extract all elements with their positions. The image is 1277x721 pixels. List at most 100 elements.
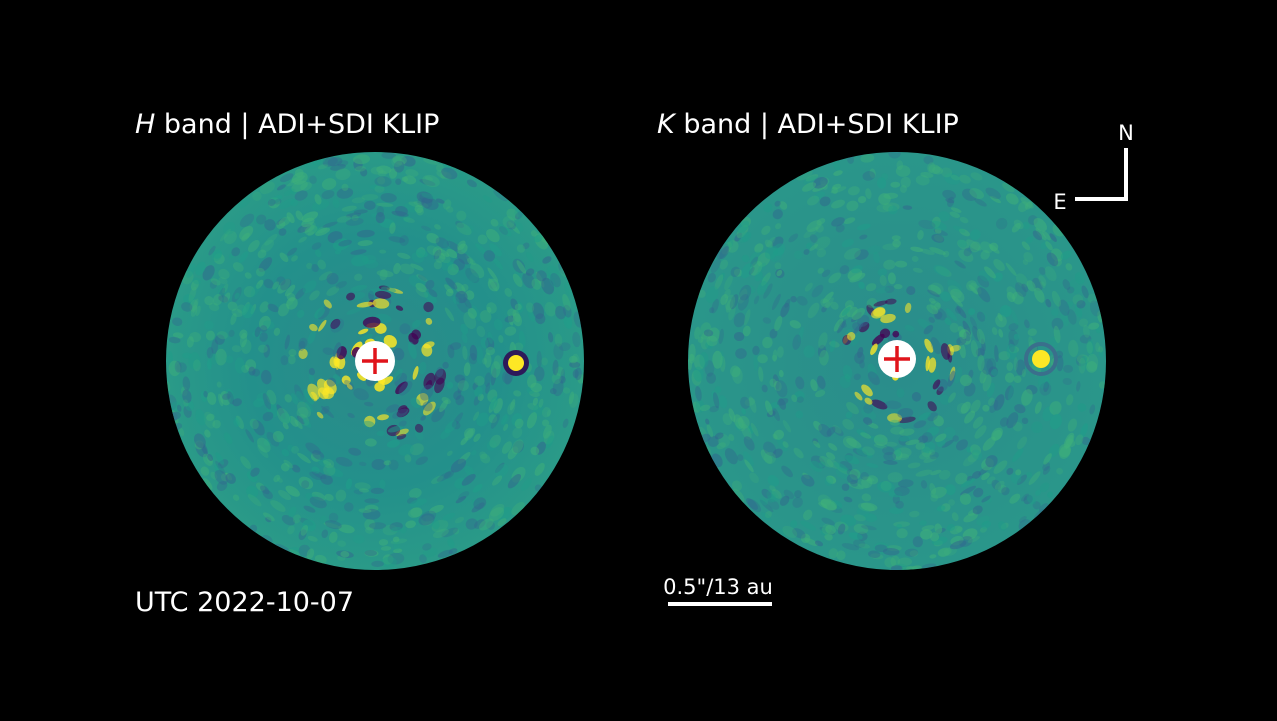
speckle: [749, 260, 763, 276]
speckle: [485, 382, 491, 394]
speckle: [255, 267, 265, 277]
speckle: [414, 204, 424, 214]
speckle: [376, 202, 394, 207]
speckle: [274, 198, 282, 205]
speckle: [1006, 412, 1019, 429]
speckle: [894, 260, 908, 268]
speckle: [905, 439, 920, 446]
speckle: [203, 411, 216, 429]
speckle: [880, 313, 896, 324]
speckle: [420, 415, 426, 421]
speckle: [296, 309, 305, 318]
speckle: [446, 381, 454, 389]
speckle: [889, 419, 900, 426]
speckle: [278, 216, 291, 227]
speckle: [532, 397, 539, 406]
speckle: [836, 550, 846, 561]
speckle: [406, 497, 418, 504]
speckle: [814, 389, 826, 398]
speckle: [364, 259, 379, 269]
speckle: [952, 435, 959, 442]
speckle: [252, 191, 262, 201]
speckle: [410, 507, 423, 518]
speckle: [474, 375, 485, 386]
speckle: [395, 178, 402, 185]
speckle: [208, 245, 216, 256]
speckle: [377, 414, 389, 421]
speckle: [863, 513, 878, 522]
speckle: [457, 380, 469, 391]
speckle: [341, 205, 357, 212]
speckle: [735, 417, 746, 432]
speckle: [278, 228, 287, 236]
speckle: [405, 520, 416, 529]
speckle: [976, 311, 986, 322]
speckle: [234, 417, 241, 426]
speckle: [946, 524, 955, 532]
speckle: [482, 195, 493, 203]
speckle: [776, 346, 784, 358]
speckle: [371, 458, 386, 471]
speckle: [365, 526, 375, 534]
speckle: [835, 224, 845, 233]
speckle: [311, 466, 320, 474]
speckle: [1047, 491, 1053, 498]
speckle: [998, 328, 1004, 338]
speckle: [498, 335, 504, 343]
speckle: [981, 495, 991, 503]
speckle: [972, 416, 984, 429]
speckle: [336, 160, 349, 167]
speckle: [395, 381, 408, 395]
speckle: [828, 442, 838, 451]
speckle: [379, 249, 387, 254]
speckle: [977, 287, 991, 303]
speckle: [422, 174, 440, 188]
speckle: [486, 306, 492, 313]
speckle: [716, 442, 726, 450]
speckle: [763, 283, 773, 299]
speckle: [824, 297, 834, 309]
speckle: [983, 494, 992, 504]
speckle: [706, 335, 718, 347]
speckle: [1040, 241, 1049, 250]
speckle: [322, 387, 335, 400]
speckle: [530, 230, 538, 237]
speckle: [1026, 280, 1036, 292]
speckle: [944, 317, 952, 326]
speckle: [541, 407, 551, 418]
speckle: [483, 250, 495, 262]
speckle: [425, 317, 433, 325]
speckle: [704, 360, 715, 377]
speckle: [744, 459, 754, 473]
speckle: [961, 188, 978, 201]
speckle: [890, 565, 903, 570]
speckle: [817, 344, 827, 358]
speckle: [413, 200, 429, 208]
speckle: [484, 352, 492, 368]
speckle: [928, 164, 941, 174]
speckle: [381, 556, 397, 568]
speckle: [309, 471, 322, 481]
speckle: [341, 183, 349, 191]
speckle: [350, 284, 368, 292]
speckle: [307, 330, 316, 345]
speckle: [949, 540, 967, 550]
speckle: [780, 302, 790, 318]
speckle: [997, 484, 1007, 493]
speckle: [885, 545, 902, 552]
speckle: [297, 452, 311, 464]
speckle: [176, 362, 187, 373]
speckle: [298, 340, 306, 351]
speckle: [421, 343, 433, 357]
speckle: [796, 296, 808, 306]
speckle: [832, 425, 842, 434]
speckle: [262, 411, 274, 422]
speckle: [217, 331, 228, 340]
speckle: [428, 504, 444, 514]
speckle: [791, 394, 798, 403]
speckle: [1060, 250, 1072, 260]
speckle: [892, 330, 900, 338]
speckle: [712, 350, 723, 369]
speckle: [362, 420, 375, 428]
speckle: [957, 239, 970, 250]
